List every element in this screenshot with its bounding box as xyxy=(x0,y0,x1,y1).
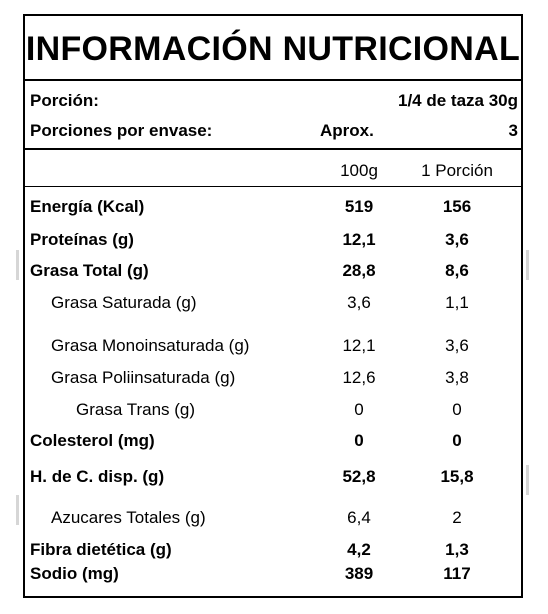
header-divider xyxy=(25,186,521,187)
column-header-100g: 100g xyxy=(340,161,378,180)
row-value-portion: 1,1 xyxy=(445,293,469,312)
row-value-100g: 12,1 xyxy=(342,230,376,249)
label-title: INFORMACIÓN NUTRICIONAL xyxy=(25,30,521,68)
row-value-portion: 8,6 xyxy=(445,261,469,280)
title-divider xyxy=(25,79,521,81)
row-label: Grasa Total (g) xyxy=(30,261,149,280)
row-value-100g: 0 xyxy=(354,400,364,419)
row-label: Fibra dietética (g) xyxy=(30,540,172,559)
left-edge-mark xyxy=(16,250,19,280)
row-value-portion: 2 xyxy=(452,508,462,527)
row-value-100g: 6,4 xyxy=(347,508,371,527)
row-value-portion: 3,8 xyxy=(445,368,469,387)
servings-per-container-value: 3 xyxy=(508,121,518,140)
row-label: H. de C. disp. (g) xyxy=(30,467,165,486)
row-label: Azucares Totales (g) xyxy=(51,508,206,527)
column-header-portion: 1 Porción xyxy=(421,161,493,180)
servings-approx: Aprox. xyxy=(320,121,374,140)
row-value-portion: 1,3 xyxy=(445,540,469,559)
right-edge-mark xyxy=(526,250,529,280)
nutrition-facts-label: INFORMACIÓN NUTRICIONAL Porción: 1/4 de … xyxy=(23,14,523,598)
portion-value: 1/4 de taza 30g xyxy=(397,91,518,110)
row-value-100g: 4,2 xyxy=(347,540,371,559)
serving-divider xyxy=(25,148,521,150)
row-value-100g: 519 xyxy=(344,197,374,216)
row-label: Energía (Kcal) xyxy=(30,197,145,216)
left-edge-mark xyxy=(16,495,19,525)
row-label: Proteínas (g) xyxy=(30,230,134,249)
row-value-portion: 117 xyxy=(443,564,471,583)
row-label: Grasa Poliinsaturada (g) xyxy=(51,368,236,387)
row-value-100g: 12,6 xyxy=(342,368,376,387)
row-value-100g: 12,1 xyxy=(342,336,376,355)
row-value-portion: 0 xyxy=(452,431,462,450)
right-edge-mark xyxy=(526,465,529,495)
row-value-portion: 0 xyxy=(452,400,462,419)
servings-per-container-label: Porciones por envase: xyxy=(30,121,213,140)
row-value-100g: 389 xyxy=(344,564,374,583)
row-value-100g: 3,6 xyxy=(347,293,371,312)
row-value-portion: 15,8 xyxy=(440,467,474,486)
row-value-portion: 156 xyxy=(442,197,472,216)
row-label: Grasa Trans (g) xyxy=(76,400,196,419)
portion-label: Porción: xyxy=(30,91,99,110)
row-value-100g: 52,8 xyxy=(342,467,376,486)
row-value-portion: 3,6 xyxy=(445,230,469,249)
row-value-100g: 28,8 xyxy=(342,261,376,280)
row-value-portion: 3,6 xyxy=(445,336,469,355)
row-label: Grasa Monoinsaturada (g) xyxy=(51,336,250,355)
row-label: Sodio (mg) xyxy=(30,564,119,583)
row-label: Grasa Saturada (g) xyxy=(51,293,197,312)
row-value-100g: 0 xyxy=(354,431,364,450)
row-label: Colesterol (mg) xyxy=(30,431,155,450)
